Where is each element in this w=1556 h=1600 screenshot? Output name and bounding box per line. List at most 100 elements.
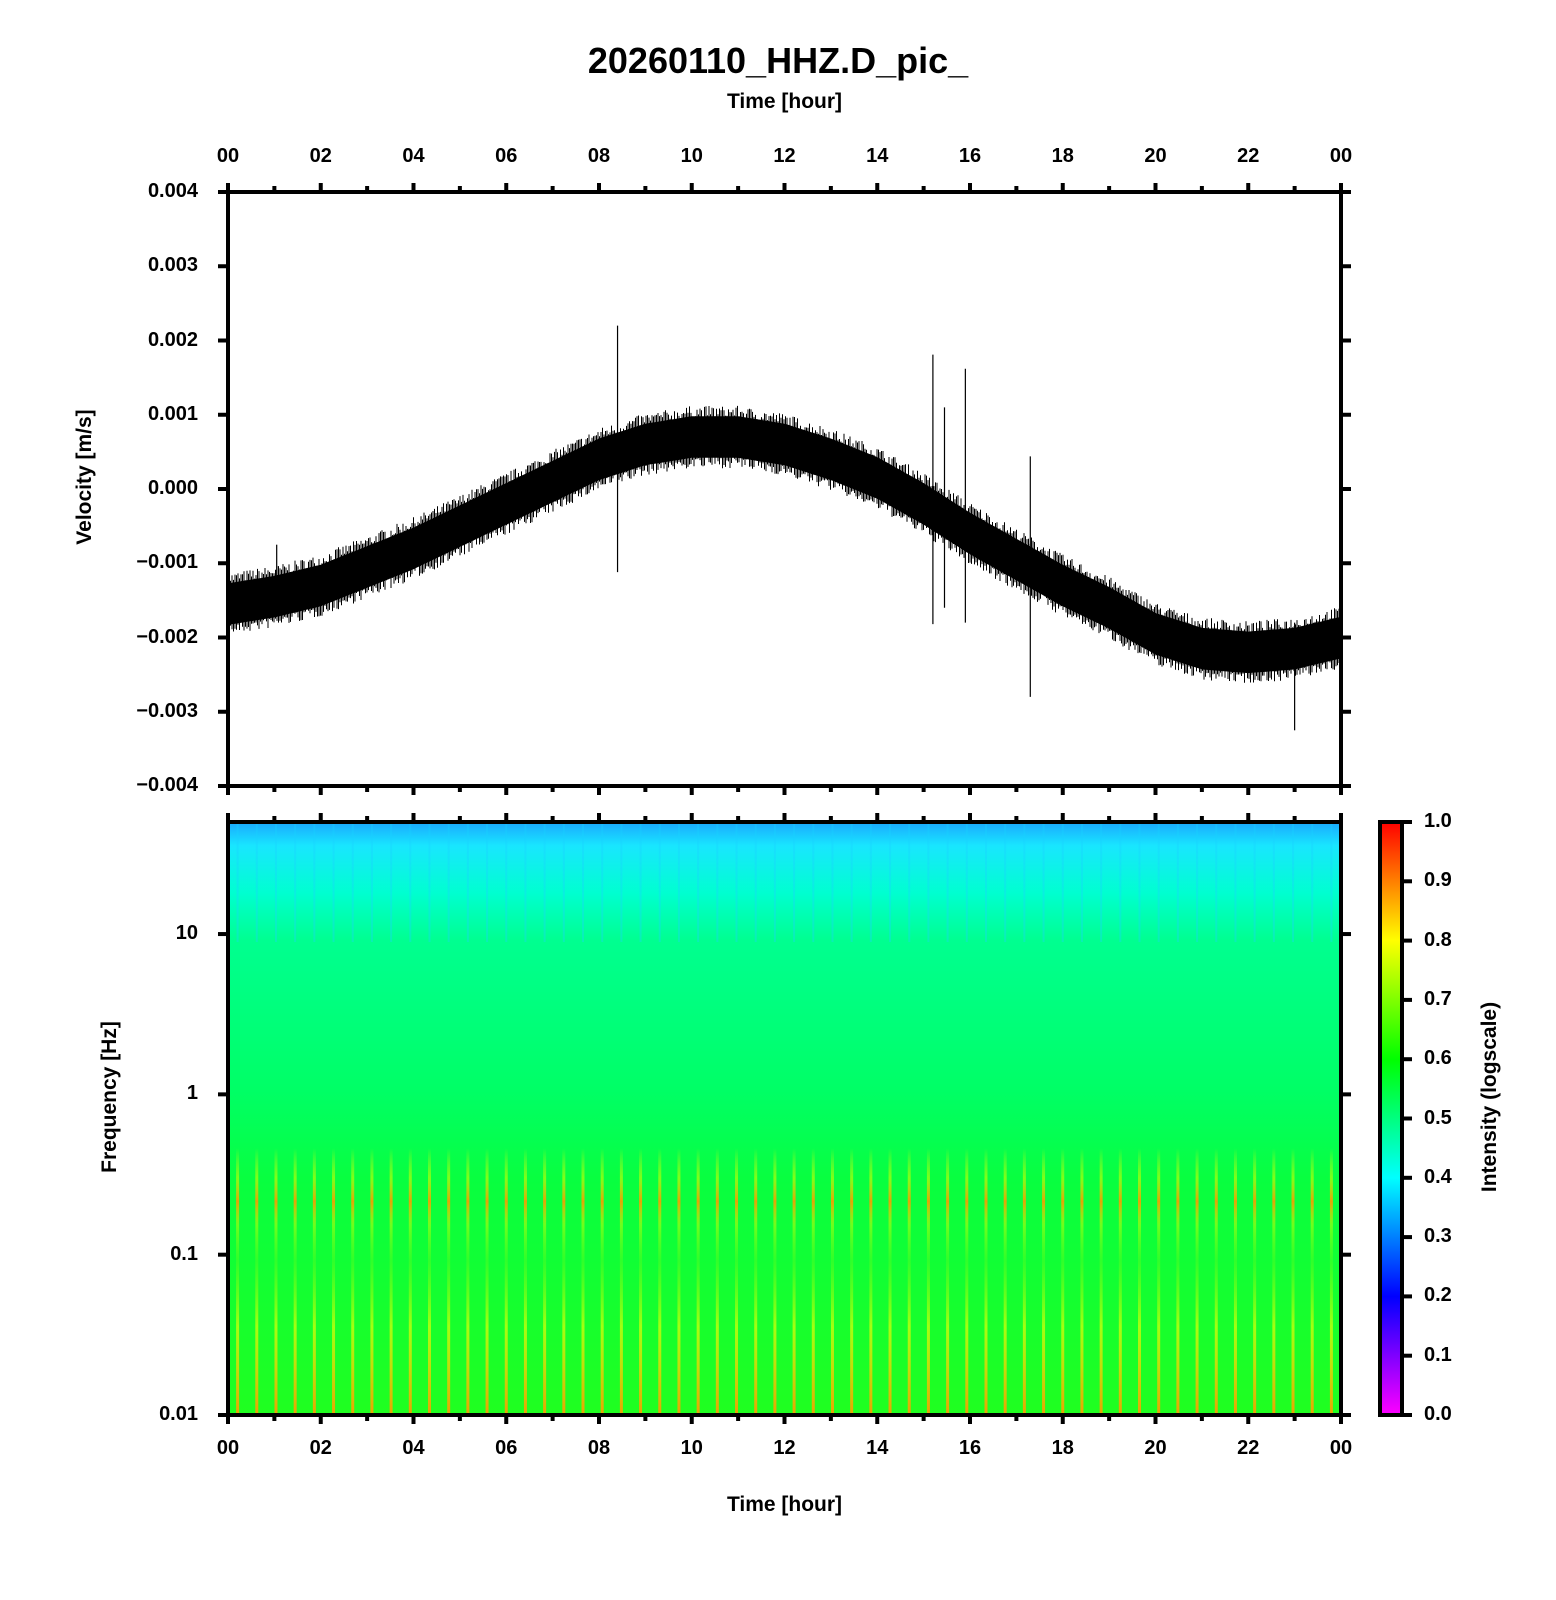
top-x-tick-label: 20: [1144, 145, 1167, 167]
spectrogram-stripe-top: [332, 822, 335, 942]
top-x-tick-label: 18: [1051, 145, 1074, 167]
spectrogram-stripe-top: [236, 822, 239, 942]
colorbar-tick-label: 0.3: [1424, 1225, 1452, 1248]
colorbar-tick-label: 0.6: [1424, 1047, 1452, 1070]
spectrogram-stripe-top: [562, 822, 565, 942]
spectrogram-stripe-top: [1138, 822, 1141, 942]
spectrogram-stripe: [1233, 822, 1237, 1415]
velocity-tick-label: 0.002: [147, 328, 198, 351]
spectrogram-stripe: [408, 822, 412, 1415]
top-x-tick-label: 04: [402, 145, 425, 167]
top-x-tick-label: 00: [1329, 145, 1353, 167]
spectrogram-stripe: [1157, 822, 1161, 1415]
spectrogram-stripe-top: [697, 822, 700, 942]
spectrogram-stripe-top: [1330, 822, 1333, 942]
spectrogram-stripe-top: [370, 822, 373, 942]
spectrogram-stripe-top: [428, 822, 431, 942]
spectrogram-stripe: [236, 822, 240, 1415]
frequency-tick-label: 0.1: [170, 1242, 198, 1265]
spectrogram-stripe-top: [447, 822, 450, 942]
spectrogram-stripe-top: [1176, 822, 1179, 942]
spectrogram-stripe: [946, 822, 950, 1415]
spectrogram-stripe-top: [543, 822, 546, 942]
spectrogram-stripe: [427, 822, 431, 1415]
spectrogram-stripe-top: [466, 822, 469, 942]
colorbar-tick-label: 1.0: [1424, 810, 1452, 832]
spectrogram-stripe: [255, 822, 259, 1415]
velocity-waveform-layer: [228, 325, 1341, 731]
spectrogram-stripe-top: [582, 822, 585, 942]
top-x-tick-label: 00: [216, 145, 240, 167]
velocity-tick-label: −0.004: [136, 774, 198, 796]
spectrogram-stripe: [869, 822, 873, 1415]
spectrogram-stripe: [1214, 822, 1218, 1415]
bottom-x-tick-label: 10: [680, 1437, 703, 1459]
spectrogram-stripe-top: [927, 822, 930, 942]
spectrogram-stripe: [926, 822, 930, 1415]
spectrogram-stripe: [773, 822, 777, 1415]
bottom-x-tick-label: 22: [1237, 1437, 1260, 1459]
top-x-tick-label: 02: [309, 145, 332, 167]
top-x-axis-label: Time [hour]: [726, 90, 843, 113]
bottom-x-tick-label: 02: [309, 1437, 332, 1459]
spectrogram-stripe: [888, 822, 892, 1415]
spectrogram-stripe: [1195, 822, 1199, 1415]
colorbar-tick-label: 0.4: [1424, 1165, 1452, 1188]
top-x-tick-label: 22: [1237, 145, 1260, 167]
spectrogram-stripe: [907, 822, 911, 1415]
spectrogram-stripe-top: [1023, 822, 1026, 942]
spectrogram-stripe: [312, 822, 316, 1415]
spectrogram-stripe-top: [1215, 822, 1218, 942]
spectrogram-stripe-top: [486, 822, 489, 942]
spectrogram-stripe-top: [1100, 822, 1103, 942]
spectrogram-stripe-top: [1234, 822, 1237, 942]
chart-title: 20260110_HHZ.D_pic_: [587, 40, 969, 81]
bottom-x-tick-label: 14: [866, 1437, 889, 1459]
spectrogram-stripe: [696, 822, 700, 1415]
spectrogram-stripe: [792, 822, 796, 1415]
spectrogram-stripe: [1042, 822, 1046, 1415]
axes-layer: [218, 183, 1412, 1424]
spectrogram-stripe-top: [773, 822, 776, 942]
spectrogram-stripe: [1329, 822, 1333, 1415]
spectrogram-stripe-top: [620, 822, 623, 942]
spectrogram-stripe: [1061, 822, 1065, 1415]
colorbar-tick-label: 0.9: [1424, 869, 1452, 892]
velocity-tick-label: 0.000: [147, 477, 198, 499]
velocity-tick-label: 0.001: [147, 402, 198, 425]
colorbar-tick-label: 0.7: [1424, 987, 1452, 1010]
spectrogram-stripe-top: [658, 822, 661, 942]
spectrogram-stripe: [754, 822, 758, 1415]
spectrogram-stripe: [389, 822, 393, 1415]
spectrogram-stripe-top: [869, 822, 872, 942]
spectrogram-stripe: [504, 822, 508, 1415]
spectrogram-stripe-top: [946, 822, 949, 942]
top-x-tick-label: 12: [773, 145, 796, 167]
frequency-tick-label: 0.01: [159, 1403, 198, 1425]
spectrogram-stripe-top: [831, 822, 834, 942]
spectrogram-stripe-top: [1004, 822, 1007, 942]
spectrogram-stripe: [811, 822, 815, 1415]
spectrogram-stripe: [1272, 822, 1276, 1415]
spectrogram-stripe: [466, 822, 470, 1415]
spectrogram-stripe: [830, 822, 834, 1415]
top-x-tick-label: 06: [495, 145, 518, 167]
spectrogram-stripe: [1138, 822, 1142, 1415]
spectrogram-stripe: [1118, 822, 1122, 1415]
spectrogram-stripe-top: [639, 822, 642, 942]
frequency-tick-label: 1: [186, 1082, 198, 1105]
velocity-tick-label: −0.003: [136, 699, 198, 722]
frequency-tick-label: 10: [175, 922, 198, 945]
top-x-tick-label: 08: [587, 145, 611, 167]
colorbar: [1378, 820, 1404, 1417]
velocity-tick-label: −0.001: [136, 551, 198, 574]
colorbar-tick-label: 0.5: [1424, 1106, 1452, 1129]
spectrogram-stripe-top: [984, 822, 987, 942]
spectrogram-stripe: [677, 822, 681, 1415]
spectrogram-background: [228, 822, 1341, 1415]
spectrogram-stripe-top: [390, 822, 393, 942]
bottom-x-tick-label: 00: [1329, 1437, 1353, 1459]
bottom-x-tick-label: 18: [1051, 1437, 1074, 1459]
velocity-tick-label: −0.002: [136, 625, 198, 648]
spectrogram-stripe-top: [908, 822, 911, 942]
